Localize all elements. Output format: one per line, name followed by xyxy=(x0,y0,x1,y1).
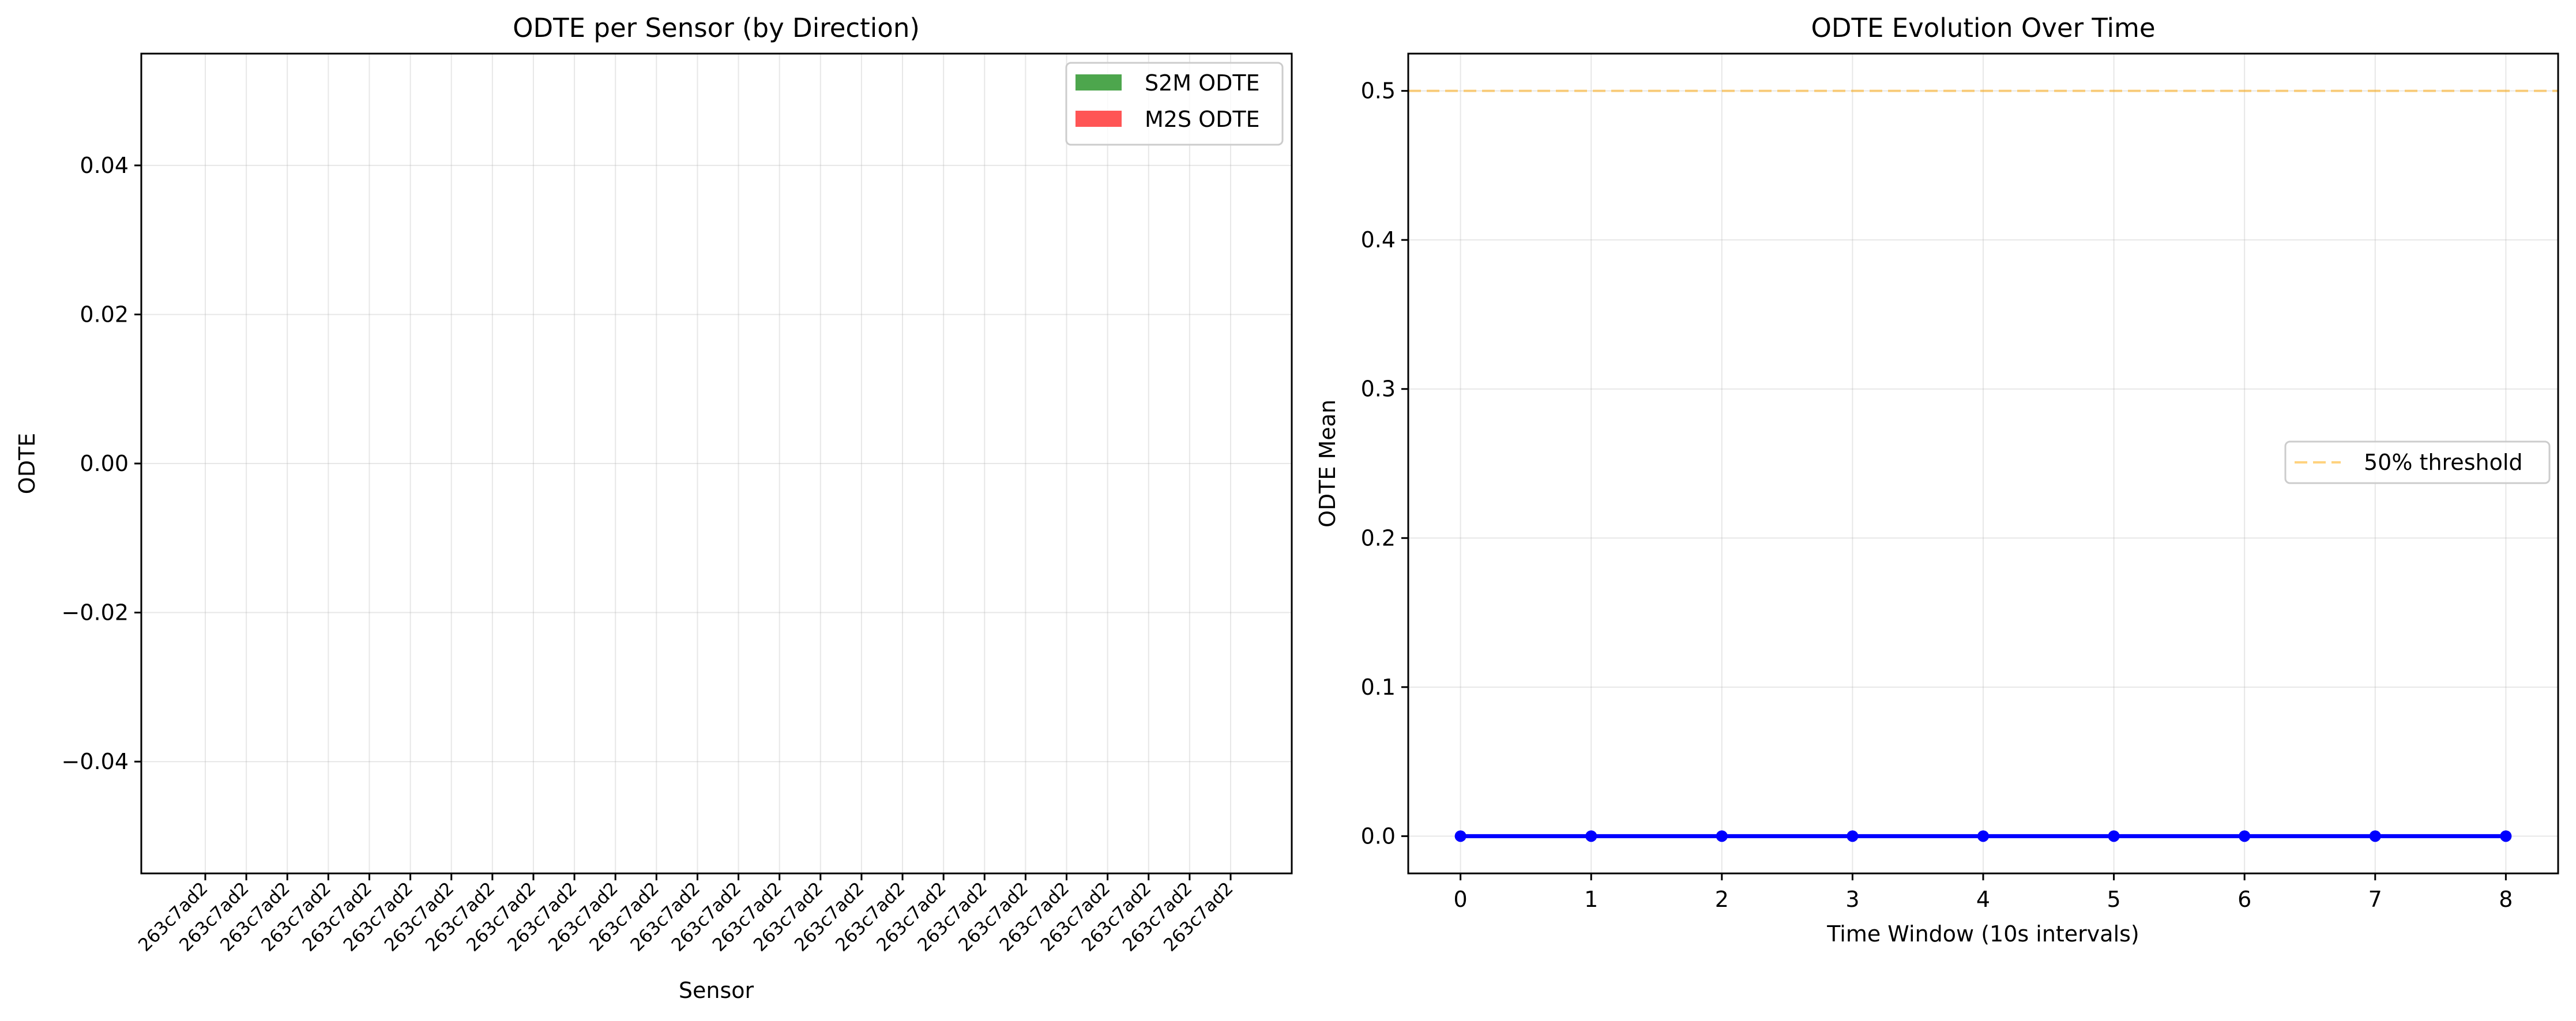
odte-mean-point xyxy=(2369,830,2381,842)
legend-label-m2s: M2S ODTE xyxy=(1145,107,1260,132)
odte-mean-point xyxy=(1454,830,1466,842)
odte-mean-point xyxy=(1977,830,1989,842)
right-y-tick-label: 0.4 xyxy=(1361,227,1396,253)
left-y-tick-label: −0.04 xyxy=(62,749,129,774)
odte-mean-point xyxy=(2108,830,2120,842)
legend-label-threshold: 50% threshold xyxy=(2364,450,2523,475)
right-x-tick-label: 1 xyxy=(1584,887,1598,912)
chart-odte-evolution: 0.0 0.1 0.2 0.3 0.4 0.5 0 1 2 3 4 5 6 7 8 ODTE Evolut… xyxy=(1315,13,2559,947)
right-y-ticks: 0.0 0.1 0.2 0.3 0.4 0.5 xyxy=(1361,78,1408,849)
right-x-ticks: 0 1 2 3 4 5 6 7 8 xyxy=(1454,873,2513,912)
right-legend-box xyxy=(2284,440,2551,484)
left-grid xyxy=(141,54,1292,873)
right-x-axis-label: Time Window (10s intervals) xyxy=(1826,921,2139,947)
right-x-tick-label: 0 xyxy=(1454,887,1468,912)
right-x-tick-label: 8 xyxy=(2499,887,2513,912)
right-x-tick-label: 7 xyxy=(2368,887,2382,912)
right-y-tick-label: 0.5 xyxy=(1361,78,1396,104)
right-x-tick-label: 3 xyxy=(1845,887,1859,912)
left-chart-title: ODTE per Sensor (by Direction) xyxy=(513,13,920,43)
chart-odte-per-sensor: −0.04 −0.02 0.00 0.02 0.04 263c7ad2263c7ad22… xyxy=(14,13,1293,1003)
right-x-tick-label: 6 xyxy=(2237,887,2251,912)
odte-mean-point xyxy=(1716,830,1728,842)
legend-swatch-m2s xyxy=(1075,111,1122,127)
left-legend: S2M ODTE M2S ODTE xyxy=(1065,62,1284,146)
right-x-tick-label: 2 xyxy=(1715,887,1729,912)
left-y-tick-label: 0.02 xyxy=(80,302,129,327)
odte-mean-point xyxy=(1847,830,1859,842)
odte-mean-point xyxy=(2239,830,2251,842)
left-y-tick-label: −0.02 xyxy=(62,600,129,626)
left-y-axis-label: ODTE xyxy=(14,433,40,494)
left-x-ticks: 263c7ad2263c7ad2263c7ad2263c7ad2263c7ad2… xyxy=(134,873,1238,956)
right-y-tick-label: 0.0 xyxy=(1361,823,1396,849)
right-y-tick-label: 0.2 xyxy=(1361,525,1396,551)
odte-mean-point xyxy=(2500,830,2512,842)
left-x-axis-label: Sensor xyxy=(679,978,754,1003)
legend-swatch-s2m xyxy=(1075,74,1122,91)
odte-mean-point xyxy=(1585,830,1597,842)
legend-label-s2m: S2M ODTE xyxy=(1145,70,1260,96)
right-x-tick-label: 5 xyxy=(2107,887,2120,912)
left-y-tick-label: 0.00 xyxy=(80,451,129,476)
right-x-tick-label: 4 xyxy=(1976,887,1990,912)
right-y-tick-label: 0.3 xyxy=(1361,376,1396,402)
right-chart-title: ODTE Evolution Over Time xyxy=(1811,13,2155,43)
odte-mean-points xyxy=(1454,830,2512,842)
right-y-tick-label: 0.1 xyxy=(1361,675,1396,700)
right-y-axis-label: ODTE Mean xyxy=(1315,400,1340,528)
left-y-tick-label: 0.04 xyxy=(80,153,129,178)
right-legend: 50% threshold xyxy=(2284,440,2551,484)
left-y-ticks: −0.04 −0.02 0.00 0.02 0.04 xyxy=(62,153,141,774)
